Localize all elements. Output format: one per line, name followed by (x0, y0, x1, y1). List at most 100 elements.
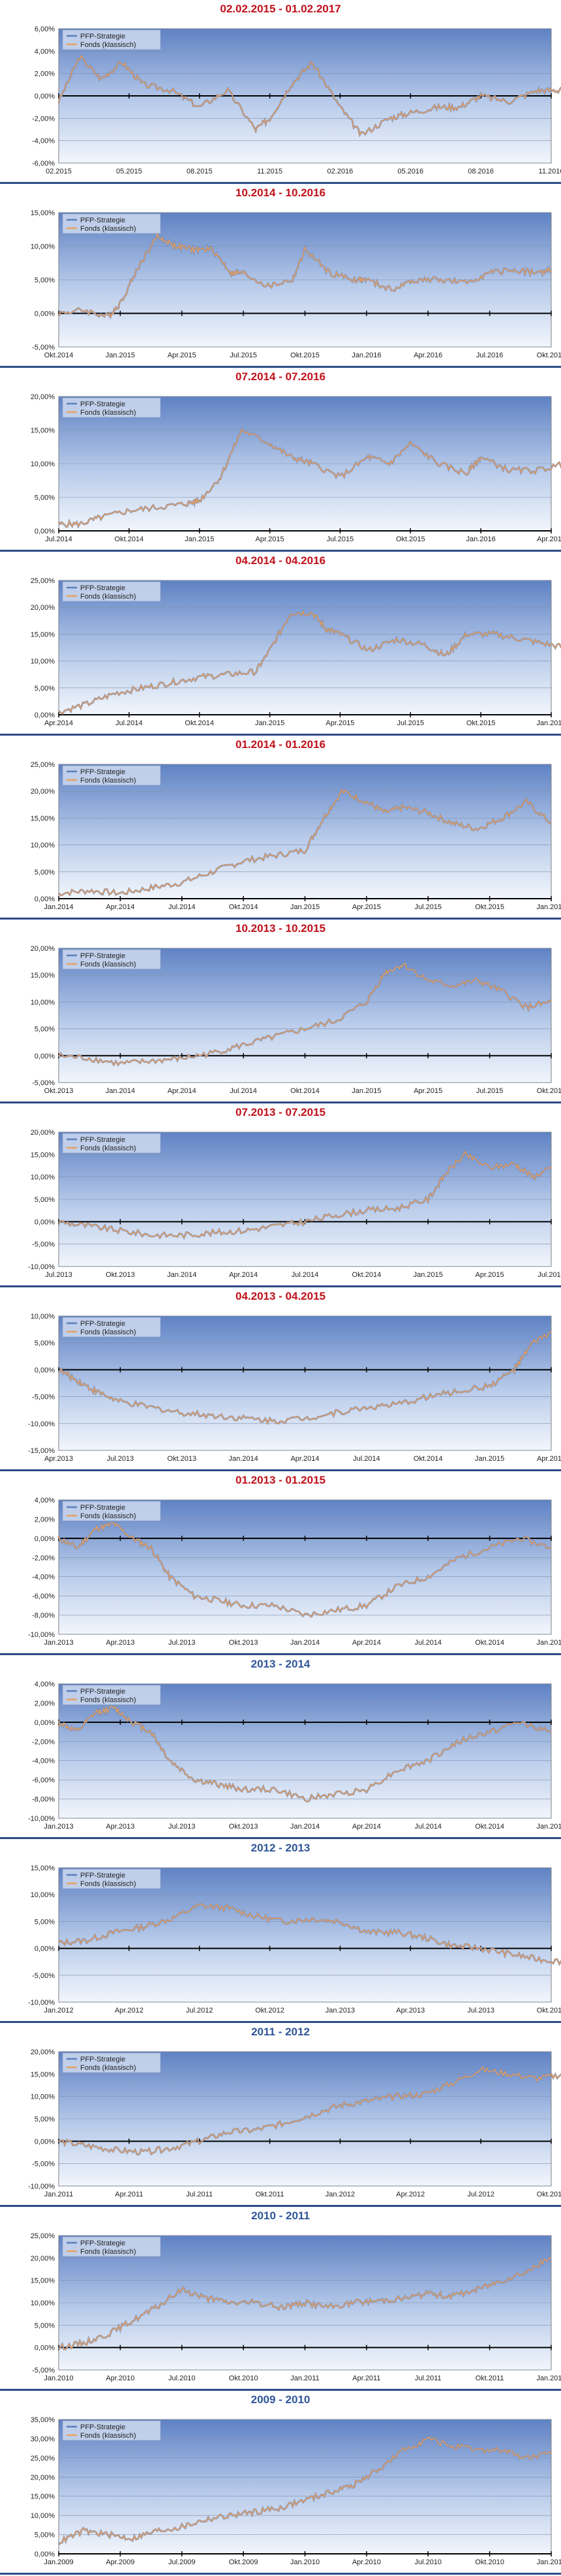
x-tick-label: 02.2016 (327, 168, 354, 175)
x-tick-label: Jul.2014 (115, 719, 143, 727)
x-tick-label: 08.2015 (187, 168, 213, 175)
chart-title: 2009 - 2010 (250, 2393, 311, 2406)
chart-panel: 2011 - 2012 20,00% 15,00% 10,00% 5,00% 0,00% -… (0, 2023, 561, 2207)
x-tick-label: Okt.2011 (256, 2191, 284, 2198)
y-tick-label: 15,00% (31, 2071, 55, 2078)
x-tick-label: Apr.2015 (537, 1455, 561, 1463)
x-tick-label: Jan.2015 (290, 903, 320, 911)
x-tick-label: Apr.2014 (352, 1823, 381, 1831)
y-tick-label: 5,00% (35, 685, 55, 693)
y-tick-label: -10,00% (28, 1420, 55, 1428)
y-tick-label: -10,00% (28, 1631, 55, 1639)
legend-label-fund: Fonds (klassisch) (80, 1696, 136, 1704)
y-tick-label: 0,00% (35, 1945, 55, 1953)
series-line-fund (58, 2436, 552, 2545)
y-tick-label: 0,00% (35, 711, 55, 719)
x-tick-label: 02.2015 (46, 168, 72, 175)
y-tick-label: 20,00% (31, 2048, 55, 2056)
x-tick-label: Jul.2013 (168, 1639, 196, 1647)
legend-label-fund: Fonds (klassisch) (80, 777, 136, 785)
series-line-fund (58, 1522, 552, 1618)
chart-title: 2012 - 2013 (250, 1842, 311, 1854)
chart-title: 10.2013 - 10.2015 (235, 922, 326, 935)
chart-panel: 10.2014 - 10.2016 15,00% 10,00% 5,00% 0,00% -… (0, 184, 561, 368)
chart-svg: 4,00% 2,00% 0,00% -2,00% -4,00% -6,00% -8,00% -… (28, 1497, 561, 1647)
y-tick-label: -2,00% (32, 1554, 55, 1562)
series-line-fund (58, 1331, 552, 1425)
y-tick-label: 25,00% (31, 761, 55, 769)
x-tick-label: Jan.2009 (44, 2558, 73, 2566)
plot-area (58, 1683, 552, 1819)
x-tick-label: Jul.2014 (168, 903, 196, 911)
chart-svg: 25,00% 20,00% 15,00% 10,00% 5,00% 0,00% -5,00%… (31, 2232, 561, 2382)
y-tick-label: 6,00% (35, 25, 55, 33)
legend-box (62, 1317, 161, 1338)
y-tick-label: 15,00% (31, 209, 55, 217)
chart-panel: 07.2014 - 07.2016 20,00% 15,00% 10,00% 5,00%… (0, 368, 561, 552)
x-tick-label: Jul.2015 (476, 1087, 504, 1095)
y-tick-label: -15,00% (28, 1447, 55, 1455)
series-line-fund (58, 962, 552, 1066)
x-tick-label: Jul.2015 (327, 535, 354, 543)
legend-label-strategy: PFP-Strategie (80, 1872, 125, 1880)
legend-label-strategy: PFP-Strategie (80, 1320, 125, 1328)
x-tick-label: Okt.2014 (185, 719, 214, 727)
chart-panel: 04.2014 - 04.2016 25,00% 20,00% 15,00% 10,00… (0, 552, 561, 736)
chart-title: 2013 - 2014 (250, 1658, 311, 1670)
y-tick-label: -8,00% (32, 1612, 55, 1620)
series-line-fund (58, 610, 561, 715)
x-tick-label: Apr.2015 (352, 903, 381, 911)
x-tick-label: 08.2016 (468, 168, 494, 175)
x-tick-label: Jul.2014 (414, 1823, 442, 1831)
legend-label-fund: Fonds (klassisch) (80, 41, 136, 49)
x-tick-label: Jul.2013 (45, 1271, 72, 1279)
x-tick-label: Okt.2012 (537, 2191, 561, 2198)
y-tick-label: 15,00% (31, 1151, 55, 1159)
legend-label-strategy: PFP-Strategie (80, 1136, 125, 1144)
x-tick-label: Jul.2010 (168, 2374, 196, 2382)
x-tick-label: Okt.2014 (229, 903, 258, 911)
plot-area (58, 1867, 552, 2003)
x-tick-label: Apr.2012 (115, 2007, 144, 2014)
chart-panel: 01.2013 - 01.2015 4,00% 2,00% 0,00% -2,00% -4… (0, 1471, 561, 1655)
x-tick-label: 05.2016 (397, 168, 423, 175)
y-tick-label: 5,00% (35, 494, 55, 502)
x-tick-label: Jul.2009 (168, 2558, 196, 2566)
x-tick-label: Jul.2013 (168, 1823, 196, 1831)
y-tick-label: -10,00% (28, 1815, 55, 1823)
chart-title: 04.2013 - 04.2015 (235, 1290, 326, 1302)
x-tick-label: Jan.2014 (106, 1087, 135, 1095)
y-tick-label: 0,00% (35, 895, 55, 903)
x-tick-label: Jan.2011 (537, 2558, 561, 2566)
x-tick-label: Jan.2016 (536, 903, 561, 911)
legend-box (62, 213, 161, 234)
y-tick-label: 5,00% (35, 2116, 55, 2123)
y-tick-label: 10,00% (31, 2512, 55, 2520)
y-tick-label: -5,00% (32, 1079, 55, 1087)
chart-panel: 10.2013 - 10.2015 20,00% 15,00% 10,00% 5,00%… (0, 920, 561, 1103)
y-tick-label: 2,00% (35, 1516, 55, 1523)
x-tick-label: Apr.2016 (537, 535, 561, 543)
legend-box (62, 1501, 161, 1521)
y-tick-label: 0,00% (35, 2138, 55, 2146)
y-tick-label: 15,00% (31, 2493, 55, 2501)
x-tick-label: Jul.2014 (292, 1271, 319, 1279)
y-tick-label: 35,00% (31, 2416, 55, 2424)
x-tick-label: Jul.2014 (230, 1087, 257, 1095)
y-tick-label: 10,00% (31, 1313, 55, 1321)
x-tick-label: Apr.2014 (290, 1455, 319, 1463)
x-tick-label: Okt.2009 (229, 2558, 258, 2566)
y-tick-label: -5,00% (32, 1394, 55, 1401)
x-tick-label: Jul.2014 (45, 535, 72, 543)
x-tick-label: Okt.2011 (476, 2374, 504, 2382)
legend-box (62, 765, 161, 786)
x-tick-label: Okt.2015 (290, 352, 320, 359)
x-tick-label: Jan.2014 (44, 903, 73, 911)
